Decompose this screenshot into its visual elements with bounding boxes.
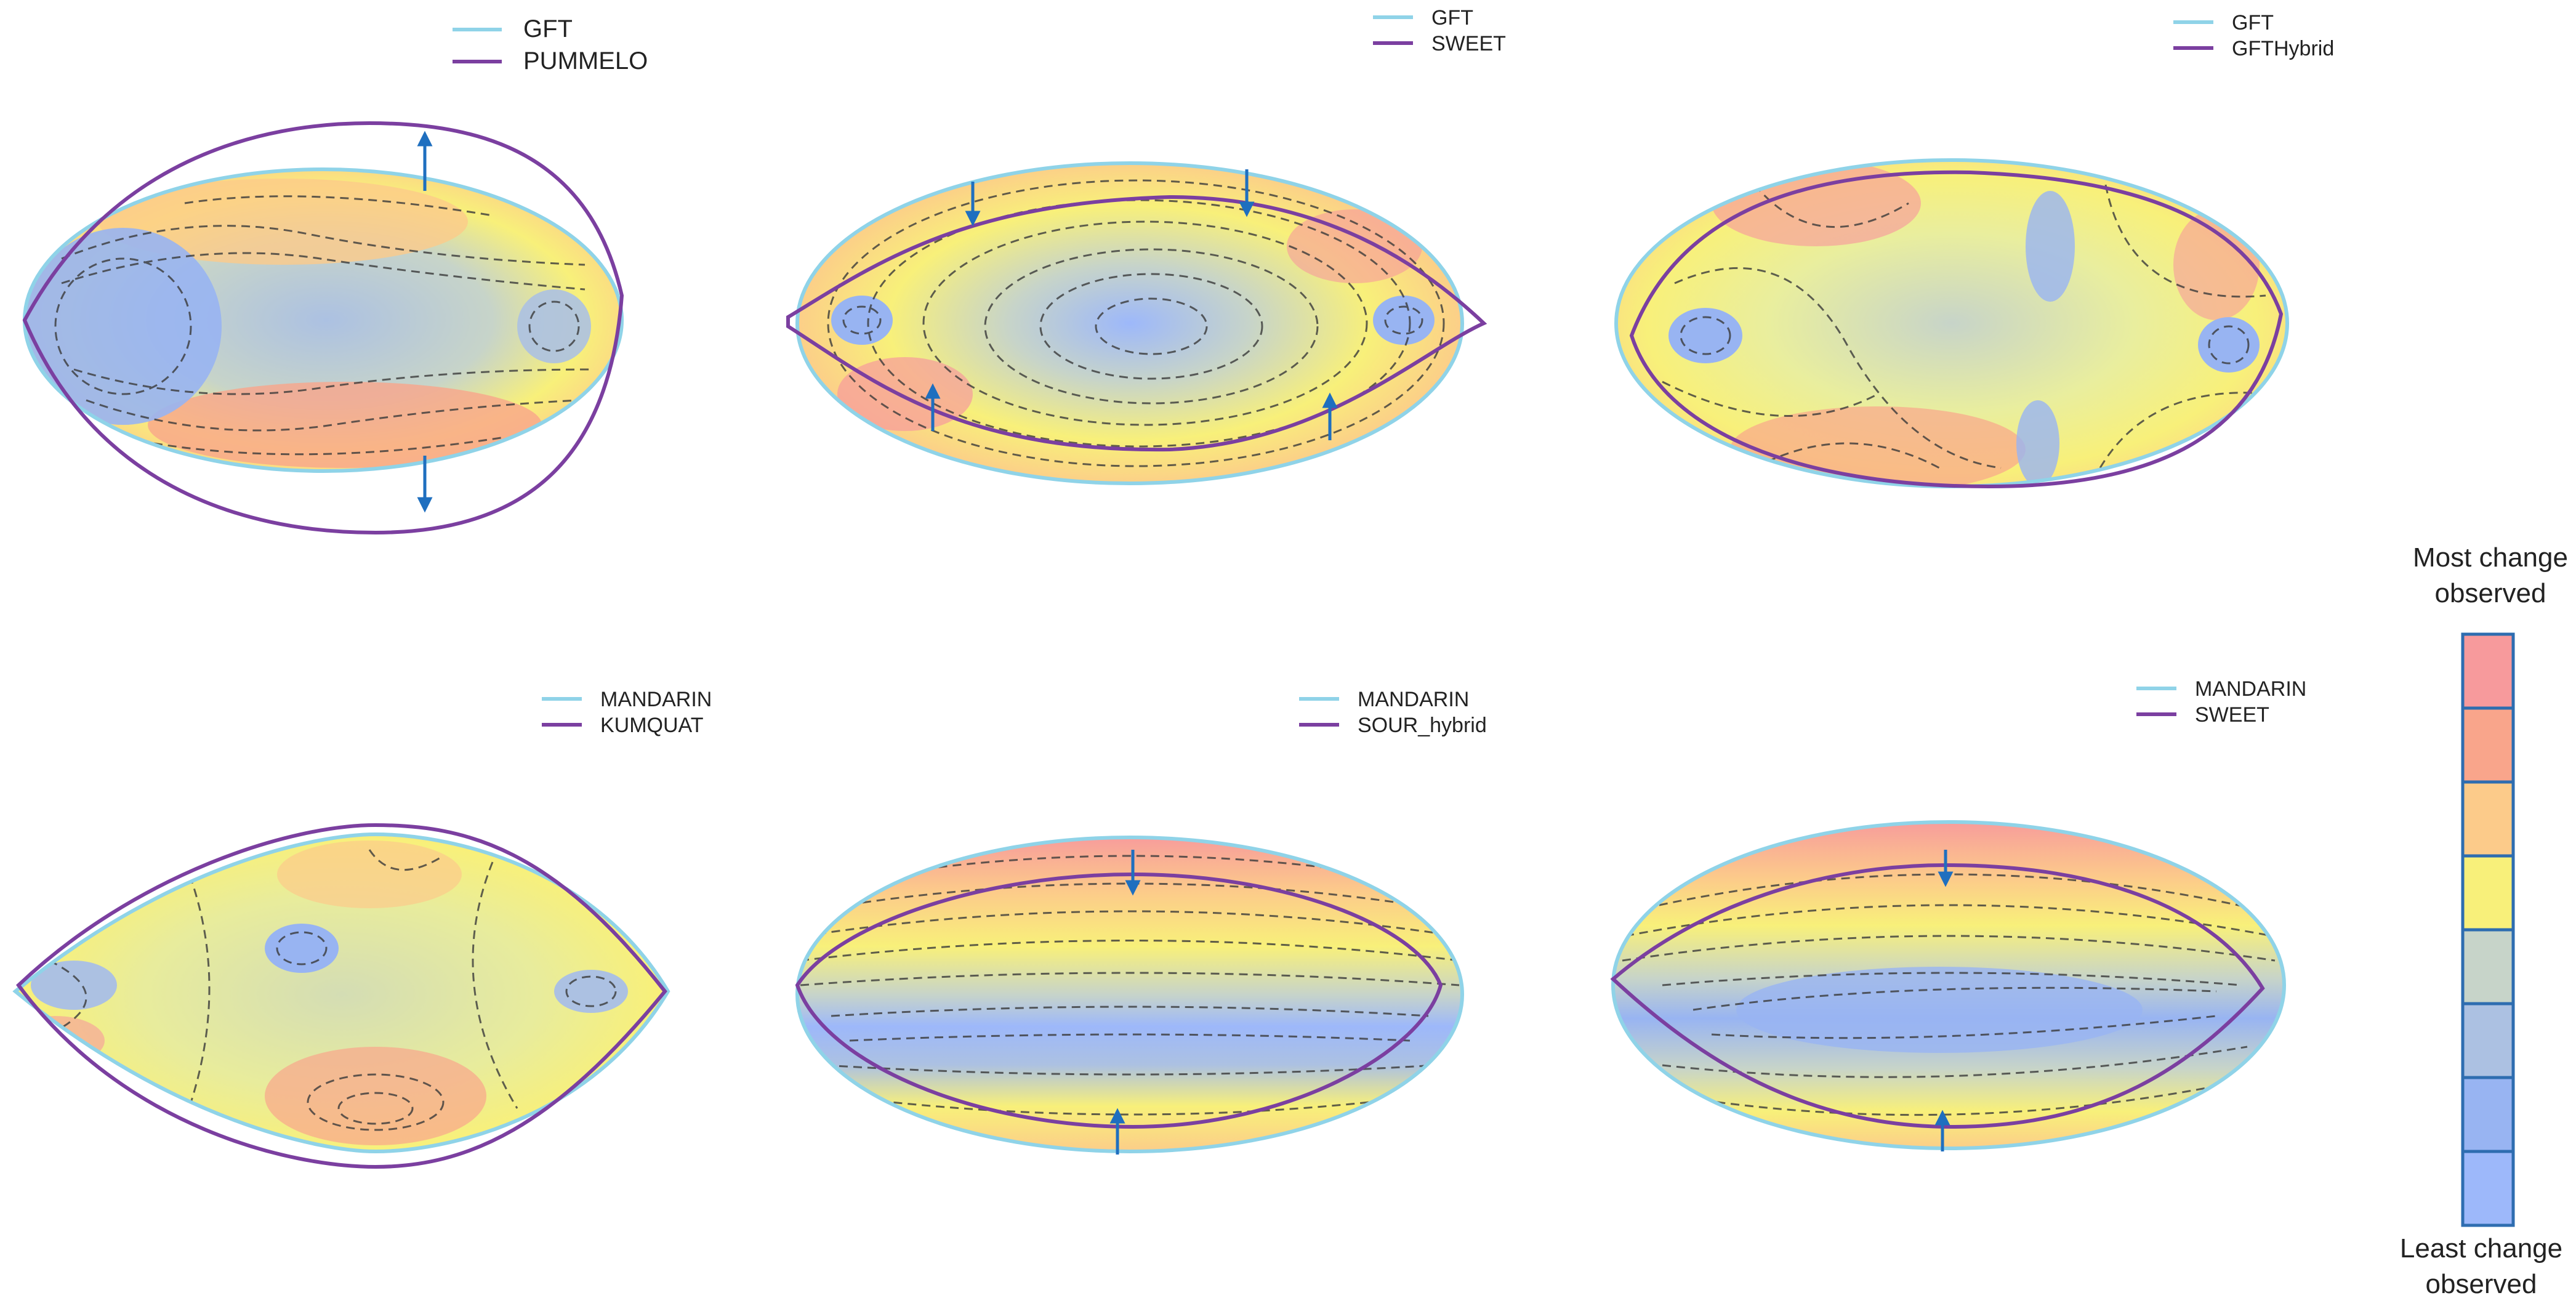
legend-gft-gfthybrid: GFT GFTHybrid [2173, 11, 2334, 60]
heatmap-gft-pummelo [25, 169, 622, 471]
legend-comparison-label: SOUR_hybrid [1358, 714, 1487, 737]
scale-top-label-line1: Most change [2413, 542, 2568, 573]
scale-bin [2461, 1076, 2515, 1153]
legend-mandarin-sour-hybrid: MANDARIN SOUR_hybrid [1299, 688, 1487, 737]
legend-gft-pummelo: GFT PUMMELO [453, 15, 648, 75]
color-scale: Most change observed Least change observ… [2400, 542, 2568, 1299]
scale-bin [2461, 928, 2515, 1006]
legend-comparison-label: SWEET [1431, 32, 1506, 55]
heatmap-gft-sweet [797, 163, 1462, 483]
outline-gfthybrid [1629, 170, 2284, 489]
panel-gft-gfthybrid: GFT GFTHybrid [1614, 11, 2334, 489]
scale-bottom-label-line1: Least change [2400, 1233, 2562, 1264]
panel-gft-pummelo: GFT PUMMELO [22, 15, 648, 535]
legend-reference-label: MANDARIN [2195, 677, 2306, 701]
heatmap-mandarin-sweet [1613, 822, 2284, 1148]
heatmap-gft-gfthybrid [1616, 160, 2287, 486]
outline-pummelo [22, 121, 624, 535]
outline-gft [795, 161, 1464, 485]
legend-mandarin-sweet: MANDARIN SWEET [2136, 677, 2306, 727]
scale-top-label-line2: observed [2434, 578, 2546, 608]
legend-reference-label: GFT [523, 15, 573, 42]
scale-bin [2461, 1002, 2515, 1079]
legend-comparison-label: PUMMELO [523, 47, 648, 75]
scale-bins [2461, 632, 2515, 1227]
legend-reference-label: MANDARIN [600, 688, 712, 711]
outline-mandarin [795, 836, 1464, 1153]
scale-bottom-label-line2: observed [2425, 1269, 2537, 1299]
panel-mandarin-kumquat: MANDARIN KUMQUAT [12, 688, 712, 1169]
outline-kumquat [16, 823, 667, 1169]
legend-comparison-label: SWEET [2195, 703, 2269, 727]
scale-bin [2461, 706, 2515, 784]
outline-sour-hybrid [795, 872, 1443, 1129]
panel-mandarin-sweet: MANDARIN SWEET [1610, 677, 2306, 1151]
heatmap-mandarin-kumquat [15, 834, 668, 1151]
legend-gft-sweet: GFT SWEET [1373, 6, 1506, 55]
outline-mandarin [12, 832, 670, 1154]
outline-sweet [1610, 863, 2265, 1129]
legend-reference-label: GFT [2232, 11, 2274, 34]
outline-sweet [786, 195, 1487, 452]
scale-bin [2461, 1150, 2515, 1227]
legend-mandarin-kumquat: MANDARIN KUMQUAT [542, 688, 712, 737]
panel-gft-sweet: GFT SWEET [786, 6, 1506, 485]
scale-bin [2461, 780, 2515, 858]
legend-comparison-label: GFTHybrid [2232, 37, 2334, 60]
panel-mandarin-sour-hybrid: MANDARIN SOUR_hybrid [795, 688, 1487, 1155]
legend-reference-label: MANDARIN [1358, 688, 1469, 711]
outline-mandarin [1611, 820, 2286, 1150]
scale-bin [2461, 632, 2515, 710]
legend-reference-label: GFT [1431, 6, 1473, 30]
legend-comparison-label: KUMQUAT [600, 714, 703, 737]
scale-bin [2461, 854, 2515, 932]
